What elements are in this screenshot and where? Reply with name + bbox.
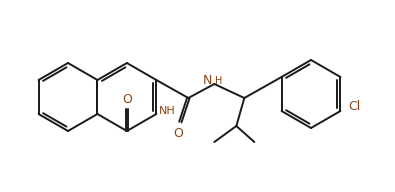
Text: N: N [203,74,213,88]
Text: NH: NH [159,106,176,116]
Text: O: O [122,93,132,106]
Text: Cl: Cl [348,100,361,113]
Text: H: H [215,76,223,86]
Text: O: O [173,127,183,140]
